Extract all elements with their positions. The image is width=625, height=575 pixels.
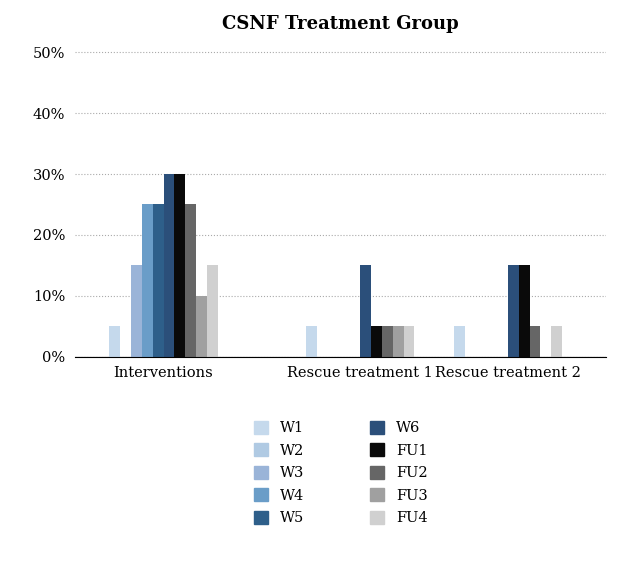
- Bar: [519, 265, 529, 356]
- Bar: [392, 326, 404, 356]
- Legend: W1, W2, W3, W4, W5, W6, FU1, FU2, FU3, FU4: W1, W2, W3, W4, W5, W6, FU1, FU2, FU3, F…: [254, 421, 428, 526]
- Bar: [174, 174, 185, 356]
- Bar: [164, 174, 174, 356]
- Bar: [454, 326, 464, 356]
- Bar: [508, 265, 519, 356]
- Bar: [131, 265, 142, 356]
- Bar: [529, 326, 541, 356]
- Bar: [207, 265, 217, 356]
- Bar: [196, 296, 207, 356]
- Bar: [551, 326, 562, 356]
- Bar: [360, 265, 371, 356]
- Bar: [142, 205, 152, 356]
- Bar: [404, 326, 414, 356]
- Bar: [371, 326, 382, 356]
- Bar: [185, 205, 196, 356]
- Bar: [152, 205, 164, 356]
- Bar: [306, 326, 317, 356]
- Title: CSNF Treatment Group: CSNF Treatment Group: [222, 15, 459, 33]
- Bar: [382, 326, 392, 356]
- Bar: [109, 326, 120, 356]
